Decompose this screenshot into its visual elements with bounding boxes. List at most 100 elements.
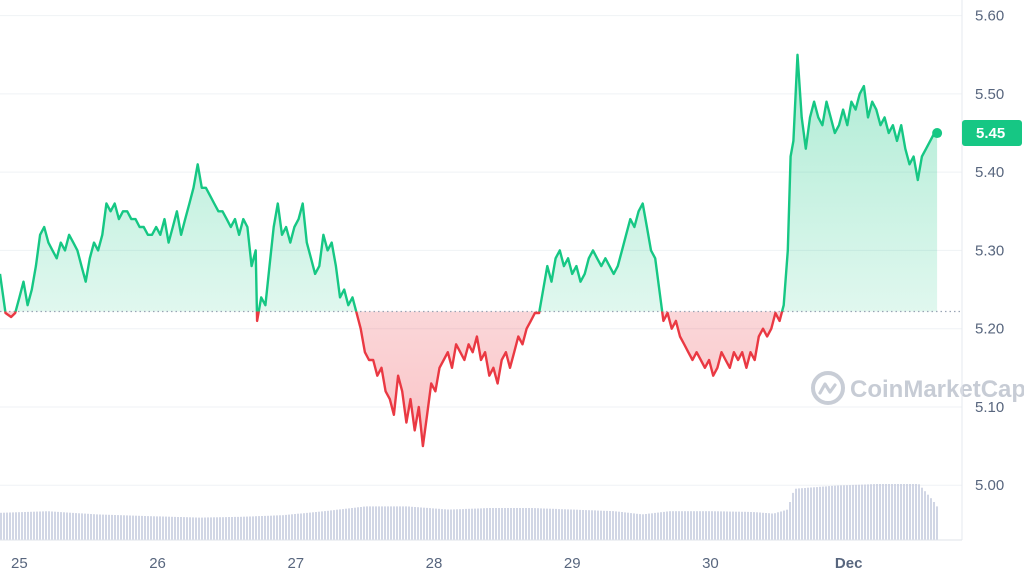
- volume-bar: [717, 511, 719, 540]
- volume-bar: [297, 513, 299, 540]
- volume-bar: [132, 515, 134, 540]
- volume-bar: [288, 514, 290, 540]
- volume-bar: [378, 506, 380, 540]
- volume-bar: [864, 484, 866, 540]
- volume-bar: [354, 507, 356, 540]
- volume-bar: [720, 511, 722, 540]
- volume-bar: [372, 506, 374, 540]
- volume-bar: [480, 508, 482, 540]
- volume-bar: [78, 513, 80, 540]
- volume-bar: [594, 510, 596, 540]
- volume-bar: [453, 509, 455, 540]
- volume-bar: [345, 508, 347, 540]
- volume-bar: [15, 512, 17, 540]
- volume-bar: [192, 517, 194, 540]
- volume-bar: [69, 512, 71, 540]
- volume-bar: [369, 506, 371, 540]
- volume-bar: [102, 514, 104, 540]
- volume-bar: [201, 517, 203, 540]
- volume-bar: [567, 509, 569, 540]
- volume-bar: [507, 508, 509, 540]
- volume-bar: [114, 515, 116, 540]
- volume-bar: [606, 510, 608, 540]
- volume-bar: [243, 516, 245, 540]
- volume-bar: [525, 508, 527, 540]
- x-axis: 25 26 27 28 29 30 Dec: [11, 555, 862, 572]
- volume-bar: [30, 511, 32, 540]
- volume-bar: [921, 487, 923, 540]
- volume-bar: [129, 515, 131, 540]
- price-line-up: [0, 53, 938, 312]
- volume-bar: [861, 484, 863, 540]
- volume-bar: [228, 517, 230, 540]
- volume-bar: [117, 515, 119, 540]
- coinmarketcap-logo-icon: [811, 371, 845, 405]
- volume-bar: [438, 508, 440, 540]
- volume-bar: [636, 513, 638, 540]
- volume-bar: [654, 512, 656, 540]
- volume-bar: [426, 507, 428, 540]
- volume-bar: [702, 511, 704, 540]
- volume-bar: [576, 509, 578, 540]
- volume-bar: [834, 485, 836, 540]
- volume-bar: [558, 509, 560, 540]
- volume-bar: [633, 513, 635, 540]
- volume-bar: [798, 488, 800, 540]
- volume-bar: [291, 514, 293, 540]
- volume-bar: [147, 516, 149, 540]
- volume-bar: [171, 516, 173, 540]
- volume-bar: [603, 510, 605, 540]
- volume-bar: [543, 508, 545, 540]
- volume-bar: [33, 511, 35, 540]
- volume-bar: [84, 513, 86, 540]
- volume-bar: [675, 511, 677, 540]
- current-price-tag-bg: [962, 120, 1022, 146]
- volume-bar: [381, 506, 383, 540]
- volume-bar: [81, 513, 83, 540]
- volume-bar: [531, 508, 533, 540]
- volume-bar: [876, 484, 878, 540]
- volume-bar: [423, 507, 425, 540]
- volume-bar: [402, 506, 404, 540]
- volume-bar: [351, 508, 353, 540]
- volume-bar: [639, 514, 641, 540]
- volume-bar: [825, 486, 827, 540]
- volume-bar: [210, 517, 212, 540]
- volume-bar: [726, 511, 728, 540]
- volume-bar: [249, 516, 251, 540]
- volume-bar: [207, 517, 209, 540]
- volume-bar: [45, 511, 47, 540]
- volume-bar: [384, 506, 386, 540]
- volume-bar: [36, 511, 38, 540]
- volume-bar: [750, 512, 752, 540]
- volume-bar: [792, 492, 794, 540]
- volume-bar: [126, 515, 128, 540]
- volume-bar: [66, 512, 68, 540]
- volume-bar: [810, 487, 812, 540]
- volume-bar: [900, 484, 902, 540]
- volume-bar: [420, 507, 422, 540]
- volume-bar: [744, 511, 746, 540]
- volume-bar: [483, 508, 485, 540]
- volume-bar: [570, 509, 572, 540]
- volume-bar: [450, 509, 452, 540]
- volume-bar: [804, 488, 806, 540]
- volume-bar: [669, 511, 671, 540]
- volume-bar: [849, 485, 851, 540]
- volume-bar: [621, 512, 623, 540]
- volume-bar: [867, 484, 869, 540]
- volume-bar: [393, 506, 395, 540]
- volume-bar: [360, 507, 362, 540]
- volume-bar: [687, 511, 689, 540]
- volume-bar: [60, 512, 62, 540]
- volume-bar: [408, 506, 410, 540]
- current-price-label: 5.45: [976, 125, 1005, 142]
- volume-bar: [9, 512, 11, 540]
- x-tick-label: 27: [287, 555, 304, 572]
- volume-bar: [123, 515, 125, 540]
- volume-bar: [615, 511, 617, 540]
- volume-bar: [309, 512, 311, 540]
- volume-bar: [336, 509, 338, 540]
- volume-bar: [177, 517, 179, 540]
